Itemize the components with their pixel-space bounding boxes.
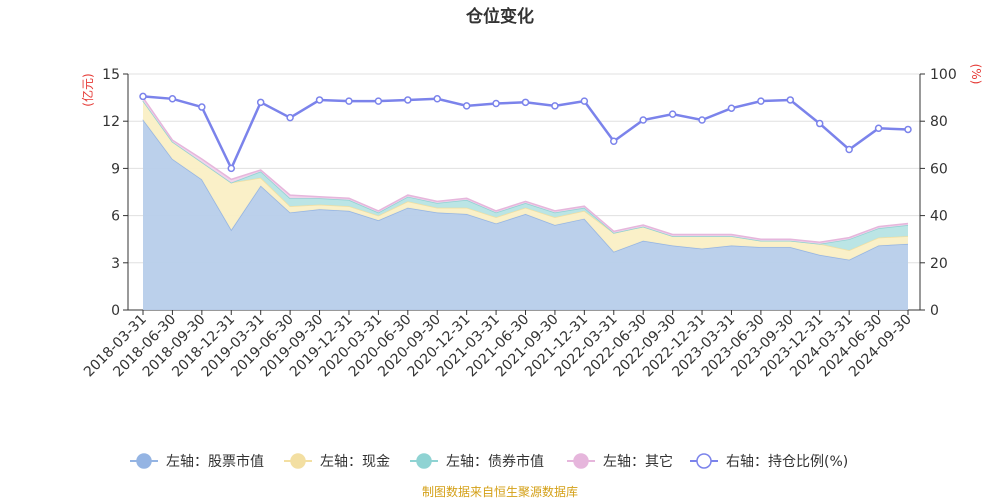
- legend-label: 左轴：其它: [603, 453, 673, 470]
- area-edge-3: [142, 97, 909, 244]
- ratio-point[interactable]: [521, 98, 530, 107]
- left-axis-unit: (亿元): [80, 73, 95, 106]
- ratio-point[interactable]: [404, 96, 412, 104]
- legend-item-2[interactable]: 左轴：债券市值: [410, 453, 544, 470]
- ratio-point[interactable]: [639, 116, 647, 124]
- legend[interactable]: 左轴：股票市值 左轴：现金 左轴：债券市值 左轴：其它 右轴：持仓比例(%): [130, 453, 848, 470]
- ratio-point[interactable]: [668, 110, 677, 118]
- ratio-point[interactable]: [610, 137, 618, 146]
- right-tick-label: 40: [930, 209, 948, 225]
- right-axis-unit: (%): [969, 64, 983, 85]
- legend-marker: [136, 453, 152, 469]
- ratio-point[interactable]: [286, 113, 294, 122]
- legend-item-4[interactable]: 右轴：持仓比例(%): [690, 453, 848, 470]
- ratio-point[interactable]: [139, 92, 147, 101]
- ratio-point[interactable]: [462, 102, 471, 110]
- left-tick-label: 3: [111, 256, 120, 272]
- chart-title: 仓位变化: [465, 6, 534, 27]
- legend-marker: [290, 453, 306, 469]
- ratio-point[interactable]: [433, 95, 441, 103]
- right-tick-label: 80: [930, 114, 948, 130]
- ratio-point[interactable]: [551, 102, 559, 110]
- axes: [127, 74, 921, 310]
- ratio-point[interactable]: [815, 119, 824, 128]
- ratio-point[interactable]: [904, 125, 912, 134]
- right-tick-label: 100: [930, 67, 957, 83]
- ratio-point[interactable]: [168, 95, 177, 103]
- legend-marker: [573, 453, 589, 469]
- ratio-point[interactable]: [757, 97, 765, 105]
- legend-label: 左轴：现金: [320, 454, 390, 470]
- x-tick-labels: 2018-03-312018-06-302018-09-302018-12-31…: [81, 310, 915, 380]
- ratio-point[interactable]: [845, 145, 853, 154]
- legend-label: 右轴：持仓比例(%): [726, 454, 848, 470]
- ratio-point[interactable]: [374, 97, 383, 105]
- ratio-point[interactable]: [227, 164, 236, 173]
- left-tick-label: 0: [111, 303, 120, 319]
- right-tick-label: 0: [930, 303, 939, 319]
- y-tick-labels: 0 3 6 9 12 15 0 20 40 60 80 100: [102, 67, 957, 319]
- left-tick-label: 9: [111, 161, 120, 177]
- ratio-point[interactable]: [786, 96, 795, 104]
- source-note: 制图数据来自恒生聚源数据库: [422, 484, 578, 499]
- ratio-point[interactable]: [345, 97, 353, 105]
- legend-marker: [416, 453, 432, 469]
- ratio-point[interactable]: [580, 97, 589, 105]
- legend-label: 左轴：股票市值: [166, 453, 264, 470]
- legend-item-3[interactable]: 左轴：其它: [567, 453, 673, 470]
- ratio-line: [139, 92, 912, 173]
- ratio-line-path: [142, 95, 909, 172]
- ratio-point[interactable]: [727, 104, 736, 112]
- ratio-point[interactable]: [874, 124, 883, 133]
- left-tick-label: 12: [102, 114, 120, 130]
- right-tick-label: 20: [930, 256, 948, 272]
- legend-item-0[interactable]: 左轴：股票市值: [130, 453, 264, 470]
- left-tick-label: 15: [102, 67, 120, 83]
- stacked-areas: [142, 97, 909, 310]
- legend-item-1[interactable]: 左轴：现金: [284, 453, 390, 470]
- legend-marker: [696, 453, 712, 469]
- ratio-point[interactable]: [698, 116, 706, 124]
- ratio-point[interactable]: [256, 98, 265, 107]
- right-tick-label: 60: [930, 161, 948, 177]
- ratio-point[interactable]: [315, 96, 324, 104]
- ratio-point[interactable]: [198, 103, 206, 111]
- legend-label: 左轴：债券市值: [446, 453, 544, 470]
- ratio-point[interactable]: [492, 99, 500, 108]
- left-tick-label: 6: [111, 209, 120, 225]
